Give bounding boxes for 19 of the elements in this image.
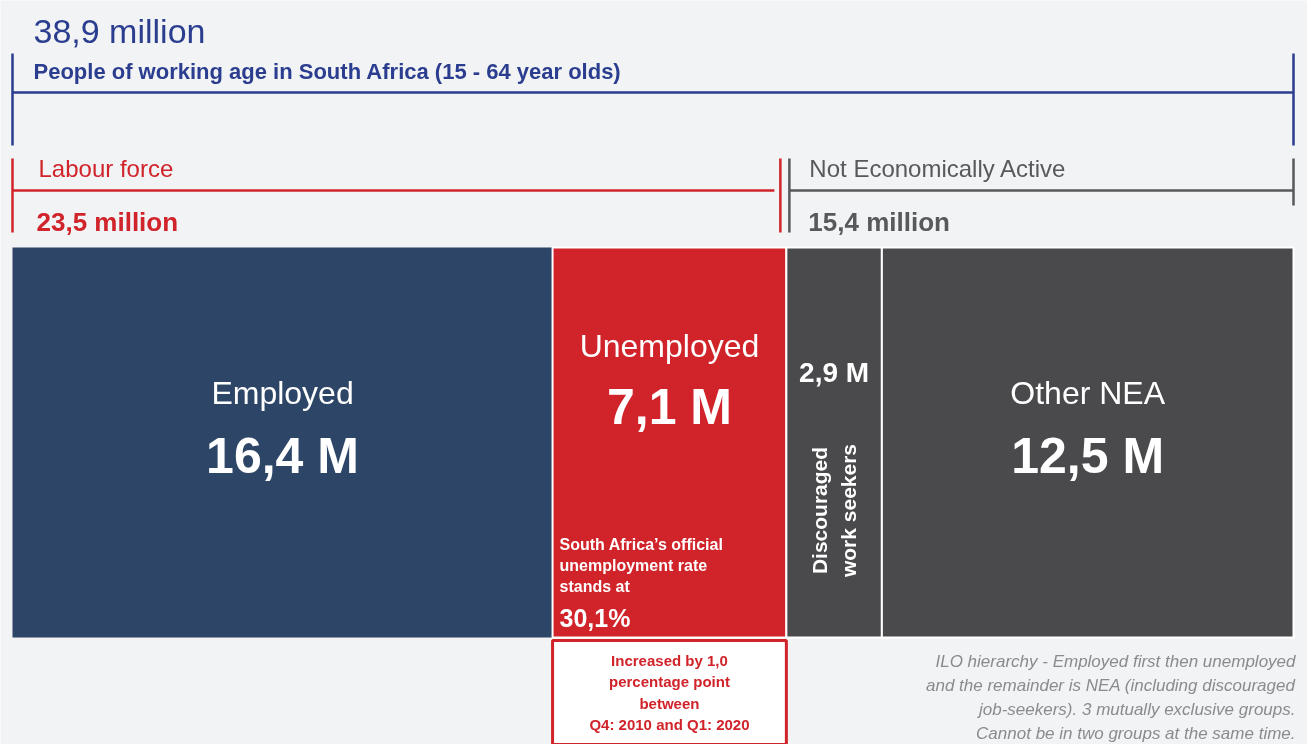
text: ILO hierarchy - Employed first then unemployed and the remainder is NEA (including discouraged job-seekers). 3 mutually exclusive groups. Cannot be in two groups at the same time.: [926, 652, 1297, 743]
series-label: Employed: [211, 374, 354, 411]
data-label: 2,9 M: [799, 357, 870, 388]
annotation: South Africa’s official unemployment rate stands at: [559, 535, 723, 596]
text: 23,5 million: [36, 206, 179, 237]
data-label: 7,1 M: [606, 378, 732, 435]
text: Increased by 1,0 percentage point between Q4: 2010 and Q1: 2020: [589, 652, 750, 733]
chart-subtitle: People of working age in South Africa (15 - 64 year olds): [33, 59, 621, 84]
text: Labour force: [38, 155, 174, 182]
text: 15,4 million: [808, 206, 950, 237]
series-label: Unemployed: [579, 327, 760, 364]
text: Not Economically Active: [809, 155, 1066, 182]
data-label: 12,5 M: [1011, 427, 1165, 484]
chart-title: 38,9 million: [33, 11, 206, 50]
series-label: Discouraged work seekers: [808, 443, 860, 579]
data-label: 16,4 M: [206, 427, 359, 484]
annotation: 30,1%: [559, 603, 631, 632]
series-label: Other NEA: [1010, 374, 1166, 411]
bar: [12, 247, 553, 638]
